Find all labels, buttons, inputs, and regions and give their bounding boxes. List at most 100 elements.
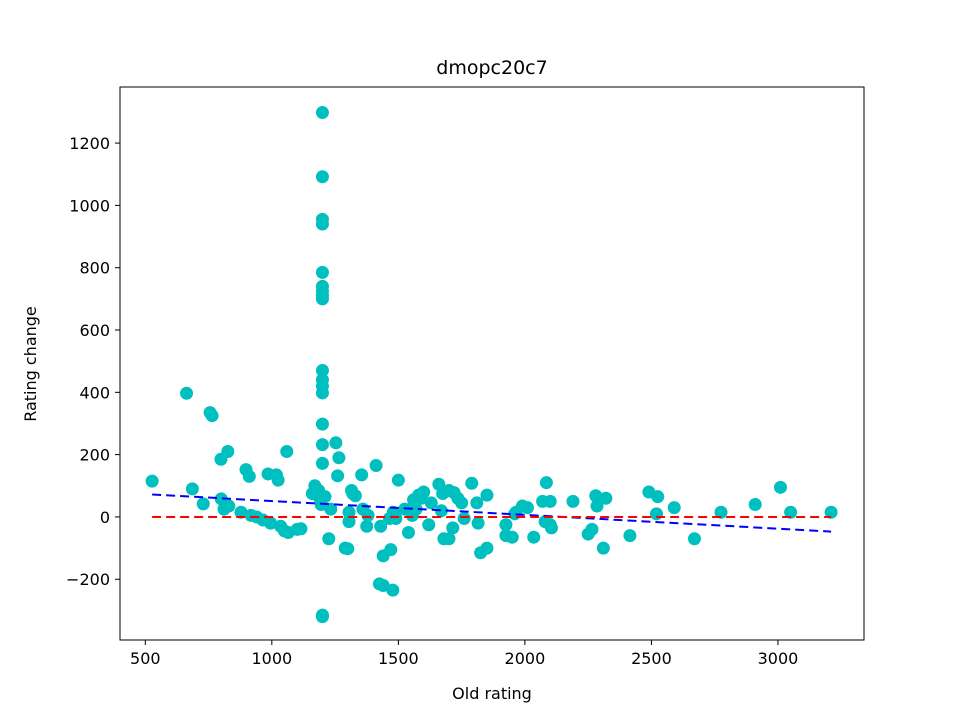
data-point [342, 505, 356, 519]
data-point [687, 532, 701, 546]
x-tick-label: 2500 [631, 649, 672, 668]
data-point [315, 265, 329, 279]
data-point [784, 505, 798, 519]
y-tick-label: 600 [79, 321, 110, 340]
data-point [322, 532, 336, 546]
data-point [315, 610, 329, 624]
data-point [480, 541, 494, 555]
data-point [566, 494, 580, 508]
data-point [543, 494, 557, 508]
data-point [355, 468, 369, 482]
plot-area [145, 106, 838, 624]
data-point [315, 292, 329, 306]
y-tick-label: 200 [79, 446, 110, 465]
data-point [599, 491, 613, 505]
data-point [596, 541, 610, 555]
data-point [748, 497, 762, 511]
data-point [455, 496, 469, 510]
y-tick-label: 800 [79, 259, 110, 278]
data-point [205, 409, 219, 423]
data-point [264, 516, 278, 530]
data-point [315, 170, 329, 184]
data-point [714, 505, 728, 519]
data-point [342, 515, 356, 529]
data-point [341, 542, 355, 556]
data-point [505, 530, 519, 544]
data-point [348, 489, 362, 503]
data-point [389, 511, 403, 525]
data-point [623, 529, 637, 543]
data-point [434, 504, 448, 518]
data-point [651, 490, 665, 504]
x-tick-label: 2000 [505, 649, 546, 668]
data-point [185, 482, 199, 496]
data-point [242, 469, 256, 483]
data-point [386, 583, 400, 597]
data-point [527, 530, 541, 544]
data-point [332, 451, 346, 465]
y-tick-label: 400 [79, 383, 110, 402]
data-point [221, 445, 235, 459]
data-point [315, 438, 329, 452]
data-point [324, 502, 338, 516]
data-point [315, 386, 329, 400]
data-point [422, 518, 436, 532]
data-point [280, 445, 294, 459]
data-point [315, 417, 329, 431]
data-point [145, 474, 159, 488]
data-point [457, 511, 471, 525]
y-tick-label: 1200 [69, 134, 110, 153]
data-point [361, 508, 375, 522]
data-point [315, 217, 329, 231]
data-point [773, 480, 787, 494]
data-point [401, 526, 415, 540]
data-point [590, 499, 604, 513]
data-point [470, 496, 484, 510]
x-tick-label: 1000 [251, 649, 292, 668]
data-point [376, 578, 390, 592]
data-point [417, 485, 431, 499]
data-point [585, 522, 599, 536]
data-point [465, 476, 479, 490]
data-point [520, 501, 534, 515]
data-point [315, 364, 329, 378]
y-axis-title: Rating change [21, 306, 40, 422]
data-point [667, 501, 681, 515]
data-point [234, 505, 248, 519]
y-tick-label: 1000 [69, 196, 110, 215]
data-point [329, 436, 343, 450]
data-point [294, 522, 308, 536]
data-point [315, 456, 329, 470]
data-point [544, 521, 558, 535]
data-point [315, 106, 329, 120]
data-point [196, 497, 210, 511]
data-point [539, 476, 553, 490]
data-point [424, 496, 438, 510]
data-point [589, 489, 603, 503]
y-tick-label: 0 [100, 508, 110, 527]
data-point [369, 459, 383, 473]
y-tick-label: −200 [66, 570, 110, 589]
x-tick-label: 3000 [758, 649, 799, 668]
data-point [384, 543, 398, 557]
data-point [471, 516, 485, 530]
data-point [374, 519, 388, 533]
data-point [824, 505, 838, 519]
trend-line [152, 493, 832, 533]
data-point [360, 519, 374, 533]
data-point [499, 518, 513, 532]
chart-title: dmopc20c7 [436, 57, 547, 79]
data-point [180, 386, 194, 400]
data-point [442, 532, 456, 546]
data-point [222, 499, 236, 513]
data-point [649, 507, 663, 521]
data-point [318, 490, 332, 504]
data-point [409, 502, 423, 516]
axes-frame [119, 86, 865, 641]
data-point [391, 473, 405, 487]
data-point [331, 469, 345, 483]
data-point [271, 473, 285, 487]
axes: 500 1000 1500 2000 2500 3000 −200 0 200 400 600 800… [66, 86, 865, 668]
